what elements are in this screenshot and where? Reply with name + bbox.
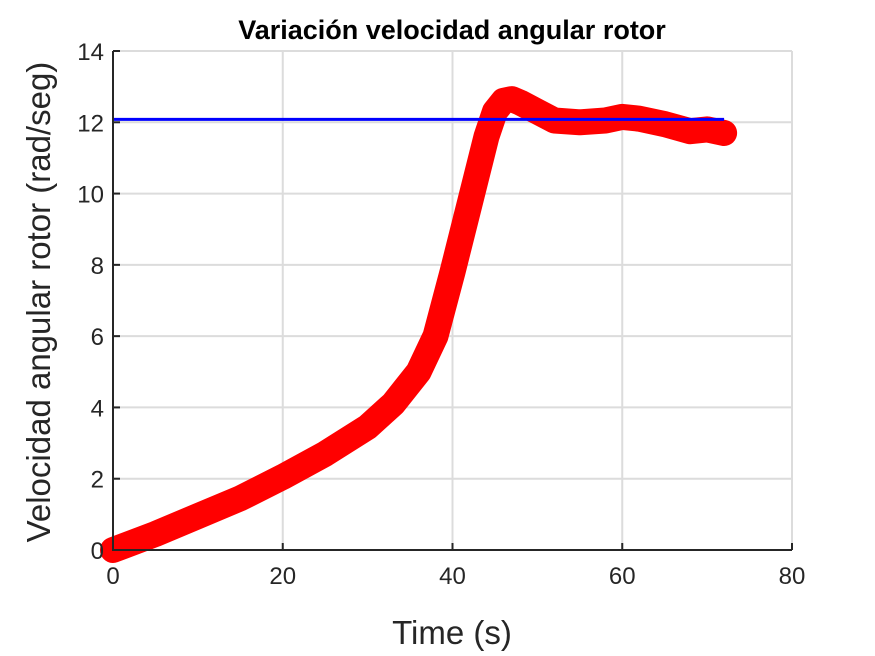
y-tick-label: 2 [91, 467, 104, 494]
chart-title: Variación velocidad angular rotor [238, 15, 666, 45]
x-tick-label: 0 [106, 563, 119, 590]
y-tick-label: 8 [91, 253, 104, 280]
axes: 0 20 40 60 80 0 2 4 6 8 10 12 14 [77, 39, 805, 590]
y-tick-label: 0 [91, 538, 104, 565]
x-tick-label: 40 [439, 563, 466, 590]
y-tick-label: 10 [77, 182, 104, 209]
y-tick-label: 14 [77, 39, 104, 66]
y-tick-label: 4 [91, 395, 104, 422]
y-axis-label: Velocidad angular rotor (rad/seg) [20, 62, 57, 543]
y-tick-label: 6 [91, 324, 104, 351]
x-axis-label: Time (s) [392, 614, 512, 651]
y-tick-label: 12 [77, 110, 104, 137]
x-tick-label: 80 [779, 563, 806, 590]
plot-series [100, 86, 738, 563]
x-tick-label: 20 [269, 563, 296, 590]
x-tick-label: 60 [609, 563, 636, 590]
